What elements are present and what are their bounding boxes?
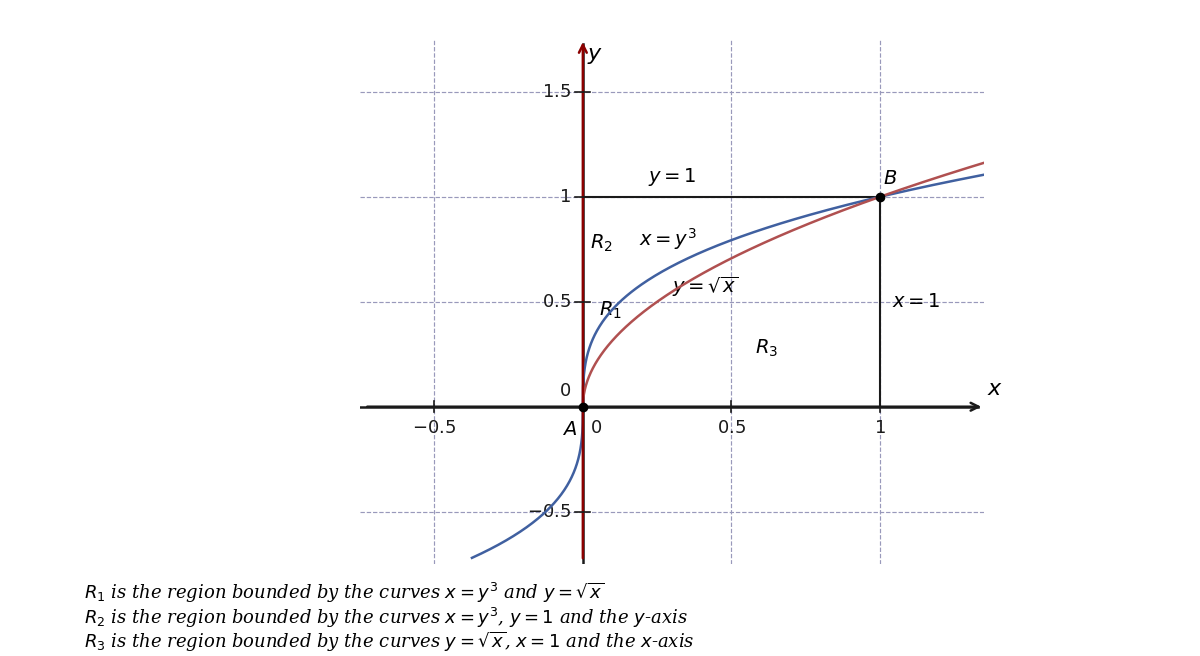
Text: $-0.5$: $-0.5$ [413, 419, 456, 438]
Text: $R_2$ is the region bounded by the curves $x = y^3$, $y = 1$ and the $y$-axis: $R_2$ is the region bounded by the curve… [84, 605, 688, 630]
Text: $0.5$: $0.5$ [716, 419, 746, 438]
Text: $B$: $B$ [883, 171, 898, 188]
Text: $1$: $1$ [559, 188, 571, 206]
Text: $R_1$ is the region bounded by the curves $x = y^3$ and $y = \sqrt{x}$: $R_1$ is the region bounded by the curve… [84, 581, 605, 605]
Text: $0$: $0$ [559, 382, 571, 400]
Text: $x = 1$: $x = 1$ [892, 293, 941, 311]
Text: $0.5$: $0.5$ [542, 293, 571, 311]
Text: $y = \sqrt{x}$: $y = \sqrt{x}$ [672, 275, 739, 299]
Text: $A$: $A$ [562, 421, 577, 440]
Text: $1.5$: $1.5$ [542, 83, 571, 101]
Text: $0$: $0$ [590, 419, 602, 438]
Text: $x$: $x$ [986, 379, 1003, 400]
Text: $R_2$: $R_2$ [590, 232, 613, 254]
Text: $R_1$: $R_1$ [599, 300, 622, 321]
Text: $R_3$: $R_3$ [755, 337, 779, 359]
Text: $-0.5$: $-0.5$ [527, 502, 571, 521]
Text: $1$: $1$ [874, 419, 886, 438]
Text: $y = 1$: $y = 1$ [648, 167, 697, 188]
Text: $x = y^3$: $x = y^3$ [640, 226, 697, 252]
Text: $R_3$ is the region bounded by the curves $y = \sqrt{x}$, $x = 1$ and the $x$-ax: $R_3$ is the region bounded by the curve… [84, 630, 695, 655]
Text: $y$: $y$ [587, 43, 604, 66]
